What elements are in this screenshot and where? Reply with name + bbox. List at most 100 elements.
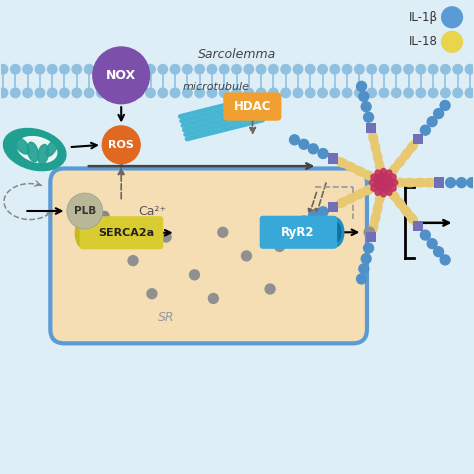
Circle shape [241,251,251,261]
Ellipse shape [392,179,408,187]
Ellipse shape [406,212,418,225]
Text: HDAC: HDAC [234,100,271,113]
Ellipse shape [388,163,400,176]
Circle shape [290,135,300,145]
Circle shape [182,87,193,98]
Ellipse shape [385,174,396,183]
Circle shape [93,47,150,104]
Circle shape [290,220,300,230]
Circle shape [292,87,303,98]
Circle shape [317,64,328,75]
Ellipse shape [402,179,418,187]
Ellipse shape [378,178,389,187]
Ellipse shape [394,155,406,168]
Ellipse shape [385,179,398,186]
Ellipse shape [344,193,358,203]
Circle shape [96,87,107,98]
Ellipse shape [353,166,367,176]
Ellipse shape [375,159,384,174]
Circle shape [145,87,156,98]
Circle shape [364,112,374,122]
Circle shape [391,87,401,98]
Circle shape [434,247,444,257]
Circle shape [47,64,58,75]
Circle shape [452,87,463,98]
Circle shape [420,125,430,135]
Ellipse shape [401,148,412,161]
Ellipse shape [371,211,380,226]
Circle shape [218,228,228,237]
Ellipse shape [335,198,349,208]
Circle shape [361,254,371,264]
Ellipse shape [412,179,428,187]
Circle shape [0,64,9,75]
Circle shape [308,144,318,154]
Circle shape [452,64,463,75]
FancyBboxPatch shape [80,216,163,249]
Ellipse shape [75,218,90,247]
Circle shape [219,64,230,75]
Ellipse shape [371,174,382,183]
FancyBboxPatch shape [413,221,423,231]
Circle shape [0,87,9,98]
Ellipse shape [335,158,349,168]
Circle shape [356,82,366,91]
Ellipse shape [46,140,57,156]
Circle shape [190,270,200,280]
Ellipse shape [377,179,390,186]
Ellipse shape [380,176,387,189]
Ellipse shape [422,179,437,187]
Ellipse shape [379,177,388,188]
Text: Ca²⁺: Ca²⁺ [138,204,166,218]
Circle shape [67,193,103,229]
Text: SR: SR [158,311,174,324]
Ellipse shape [331,223,341,242]
Ellipse shape [375,170,384,182]
Circle shape [207,87,218,98]
Circle shape [114,223,124,233]
FancyBboxPatch shape [413,134,423,144]
FancyBboxPatch shape [366,123,376,134]
Circle shape [268,64,279,75]
Circle shape [145,64,156,75]
Circle shape [147,289,157,299]
Circle shape [366,64,377,75]
Circle shape [359,91,369,101]
Circle shape [354,64,365,75]
Circle shape [194,64,205,75]
Circle shape [182,64,193,75]
Ellipse shape [401,205,412,218]
Circle shape [72,87,82,98]
Circle shape [354,87,365,98]
Circle shape [427,238,437,248]
FancyBboxPatch shape [328,201,338,212]
Text: Sarcolemma: Sarcolemma [198,47,276,61]
Circle shape [356,274,366,284]
Circle shape [231,87,242,98]
Circle shape [83,64,94,75]
Ellipse shape [394,197,406,210]
Ellipse shape [373,149,382,164]
Circle shape [35,87,46,98]
Ellipse shape [362,185,376,195]
Ellipse shape [369,220,378,235]
Ellipse shape [383,184,392,195]
Ellipse shape [375,184,384,195]
Circle shape [442,31,463,52]
Circle shape [133,87,144,98]
Circle shape [72,64,82,75]
Circle shape [157,64,168,75]
Circle shape [364,227,374,237]
Circle shape [22,87,33,98]
Ellipse shape [378,178,389,187]
Circle shape [96,64,107,75]
Ellipse shape [38,145,49,164]
Circle shape [207,64,218,75]
Circle shape [329,64,340,75]
Circle shape [120,64,131,75]
Text: PLB: PLB [73,206,96,216]
Circle shape [22,64,33,75]
Circle shape [308,211,318,221]
Ellipse shape [371,182,382,191]
Circle shape [243,87,254,98]
